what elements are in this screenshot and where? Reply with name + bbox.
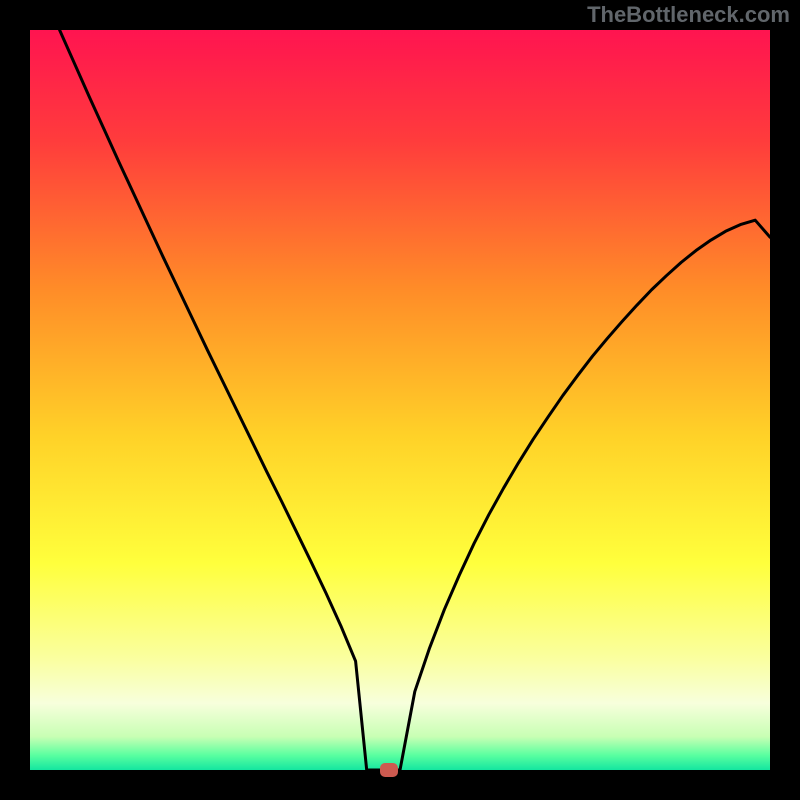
outer-frame: TheBottleneck.com bbox=[0, 0, 800, 800]
valley-marker bbox=[380, 763, 398, 777]
plot-area bbox=[30, 30, 770, 770]
watermark-text: TheBottleneck.com bbox=[587, 2, 790, 28]
bottleneck-curve bbox=[30, 30, 770, 770]
